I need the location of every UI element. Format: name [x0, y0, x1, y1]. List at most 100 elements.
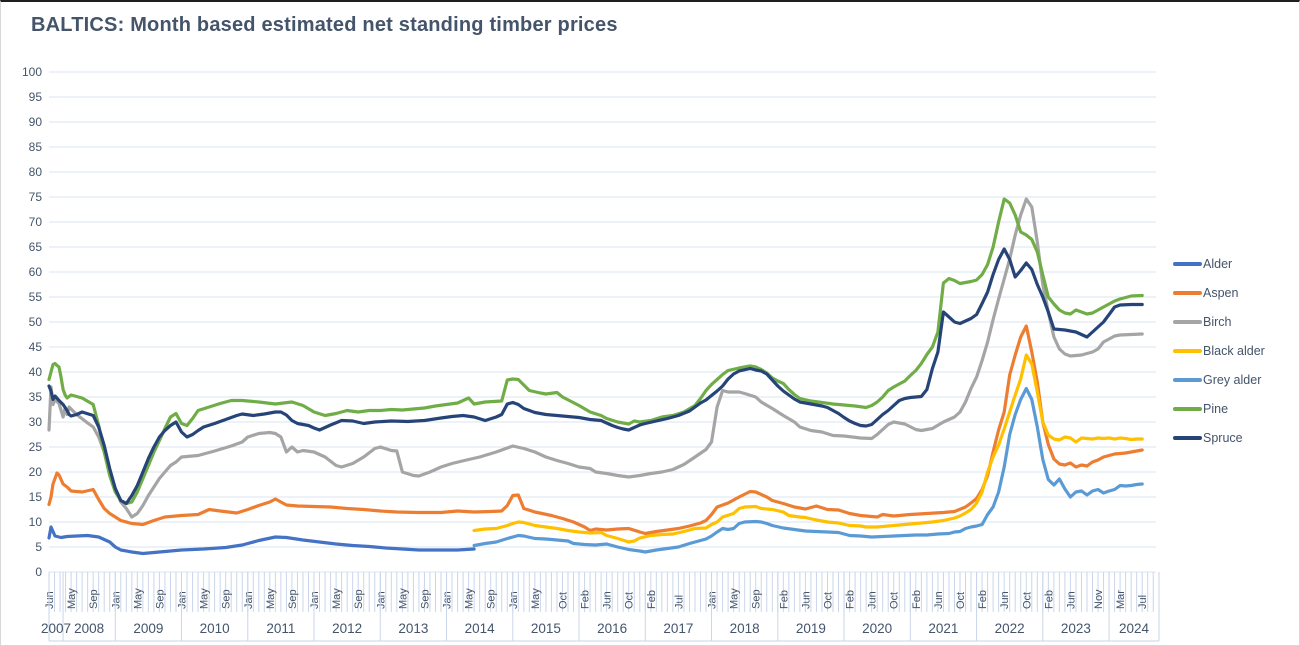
x-month-label: Sep [287, 589, 299, 609]
legend-line-swatch-icon [1173, 377, 1202, 382]
y-tick-label: 90 [29, 115, 43, 129]
legend-item-spruce[interactable]: Spruce [1173, 423, 1265, 452]
series-line-black-alder[interactable] [472, 353, 1144, 544]
x-month-label: May [199, 588, 211, 609]
y-tick-label: 100 [22, 65, 42, 79]
legend-label: Pine [1203, 401, 1229, 416]
y-tick-label: 15 [29, 490, 43, 504]
x-month-label: Feb [911, 590, 923, 609]
legend-label: Aspen [1203, 285, 1239, 300]
series-line-spruce[interactable] [47, 247, 1144, 506]
y-tick-label: 5 [35, 540, 42, 554]
x-month-label: Jun [602, 591, 614, 609]
x-year-label: 2015 [531, 621, 561, 636]
x-month-label: Jun [800, 591, 812, 609]
x-month-label: Feb [778, 590, 790, 609]
x-month-label: Jul [673, 595, 685, 609]
legend-label: Black alder [1203, 343, 1265, 358]
x-year-label: 2008 [74, 621, 104, 636]
x-year-label: 2016 [597, 621, 627, 636]
x-year-label: 2022 [995, 621, 1025, 636]
y-tick-label: 20 [29, 465, 43, 479]
legend-line-swatch-icon [1173, 319, 1202, 324]
x-month-label: Feb [580, 590, 592, 609]
series-line-birch[interactable] [47, 197, 1144, 519]
x-month-label: Jan [375, 591, 387, 609]
x-month-label: May [265, 588, 277, 609]
x-month-label: Oct [557, 592, 569, 609]
x-month-label: Jan [508, 591, 520, 609]
y-tick-label: 35 [29, 390, 43, 404]
legend-line-swatch-icon [1173, 348, 1202, 353]
legend-line-swatch-icon [1173, 435, 1202, 440]
x-year-label: 2023 [1061, 621, 1091, 636]
x-month-label: Oct [1021, 592, 1033, 609]
x-month-label: Jun [867, 591, 879, 609]
y-tick-label: 60 [29, 265, 43, 279]
x-year-label: 2007 [41, 621, 71, 636]
series-line-pine[interactable] [47, 197, 1144, 506]
x-month-label: Jan [707, 591, 719, 609]
legend: Alder Aspen Birch Black alder Grey alder Pine… [1173, 249, 1265, 452]
x-year-label: 2017 [663, 621, 693, 636]
x-month-label: Nov [1093, 589, 1105, 609]
x-month-label: Jan [110, 591, 122, 609]
y-tick-label: 70 [29, 215, 43, 229]
y-tick-label: 40 [29, 365, 43, 379]
x-month-label: Oct [889, 592, 901, 609]
legend-item-black-alder[interactable]: Black alder [1173, 336, 1265, 365]
y-tick-label: 50 [29, 315, 43, 329]
x-year-label: 2020 [862, 621, 892, 636]
x-month-label: May [132, 588, 144, 609]
legend-item-birch[interactable]: Birch [1173, 307, 1265, 336]
x-month-label: Sep [486, 589, 498, 609]
x-year-label: 2013 [398, 621, 428, 636]
x-month-label: Oct [624, 592, 636, 609]
x-month-label: Oct [955, 592, 967, 609]
x-month-label: Jun [1065, 591, 1077, 609]
x-year-label: 2018 [730, 621, 760, 636]
y-tick-label: 80 [29, 165, 43, 179]
legend-label: Alder [1203, 256, 1233, 271]
legend-item-pine[interactable]: Pine [1173, 394, 1265, 423]
series-line-aspen[interactable] [47, 324, 1144, 536]
series-line-grey-alder[interactable] [472, 386, 1144, 554]
x-year-label: 2014 [465, 621, 496, 636]
x-month-label: Sep [154, 589, 166, 609]
x-month-label: Jan [309, 591, 321, 609]
y-tick-label: 25 [29, 440, 43, 454]
legend-label: Birch [1203, 314, 1232, 329]
series-line-alder[interactable] [47, 525, 476, 556]
x-year-label: 2024 [1119, 621, 1150, 636]
x-month-label: Jun [44, 591, 56, 609]
y-tick-label: 95 [29, 90, 43, 104]
page-title: BALTICS: Month based estimated net stand… [31, 14, 618, 36]
x-month-label: May [397, 588, 409, 609]
x-month-label: May [331, 588, 343, 609]
x-month-label: Sep [88, 589, 100, 609]
x-month-label: Sep [419, 589, 431, 609]
x-year-label: 2011 [266, 621, 295, 636]
legend-item-grey-alder[interactable]: Grey alder [1173, 365, 1265, 394]
y-tick-label: 85 [29, 140, 43, 154]
x-month-label: May [66, 588, 78, 609]
x-month-label: May [464, 588, 476, 609]
x-month-label: Jul [1137, 595, 1149, 609]
y-tick-label: 0 [35, 565, 42, 579]
x-month-label: Mar [1115, 590, 1127, 609]
x-year-label: 2009 [133, 621, 163, 636]
x-month-label: Feb [845, 590, 857, 609]
x-year-label: 2019 [796, 621, 826, 636]
y-tick-label: 75 [29, 190, 43, 204]
y-tick-label: 30 [29, 415, 43, 429]
legend-line-swatch-icon [1173, 290, 1202, 295]
legend-line-swatch-icon [1173, 406, 1202, 411]
x-month-label: Jan [442, 591, 454, 609]
legend-item-aspen[interactable]: Aspen [1173, 278, 1265, 307]
legend-item-alder[interactable]: Alder [1173, 249, 1265, 278]
x-month-label: Jan [177, 591, 189, 609]
x-month-label: Feb [646, 590, 658, 609]
x-month-label: Feb [1043, 590, 1055, 609]
